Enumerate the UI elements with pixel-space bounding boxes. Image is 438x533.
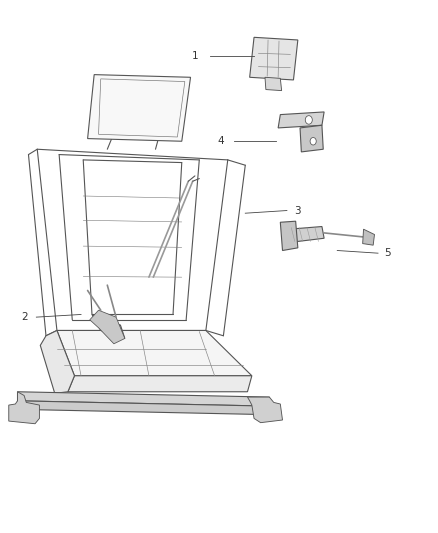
Text: 3: 3	[294, 206, 301, 215]
Polygon shape	[40, 330, 74, 393]
Polygon shape	[363, 229, 374, 245]
Circle shape	[305, 116, 312, 124]
Polygon shape	[92, 314, 125, 338]
Polygon shape	[250, 37, 298, 80]
Polygon shape	[265, 77, 282, 91]
Polygon shape	[9, 392, 39, 424]
Text: 4: 4	[218, 136, 225, 146]
Polygon shape	[57, 330, 252, 376]
Text: 5: 5	[384, 248, 391, 258]
Polygon shape	[247, 397, 283, 423]
Text: 1: 1	[191, 51, 198, 61]
Text: 2: 2	[21, 312, 28, 322]
Polygon shape	[90, 310, 125, 344]
Polygon shape	[18, 401, 269, 415]
Polygon shape	[88, 75, 191, 141]
Polygon shape	[68, 376, 252, 392]
Circle shape	[310, 138, 316, 145]
Polygon shape	[18, 392, 269, 406]
Polygon shape	[300, 125, 323, 152]
Polygon shape	[278, 112, 324, 128]
Polygon shape	[289, 227, 324, 243]
Polygon shape	[280, 221, 298, 251]
